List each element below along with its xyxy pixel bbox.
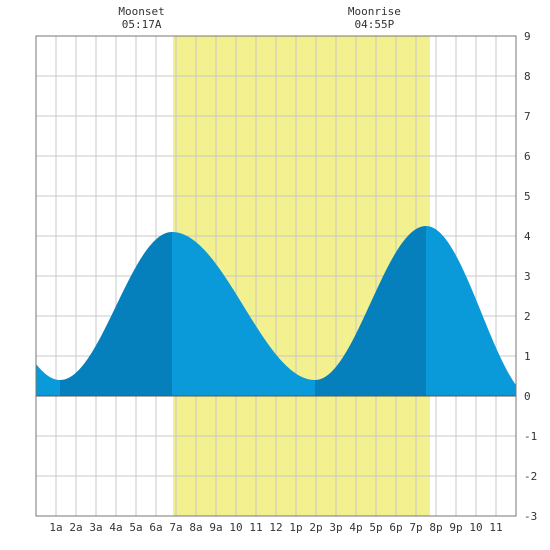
y-tick-label: 1 bbox=[524, 350, 531, 363]
y-tick-label: 6 bbox=[524, 150, 531, 163]
x-tick-label: 8p bbox=[429, 521, 442, 534]
y-tick-label: 5 bbox=[524, 190, 531, 203]
x-tick-label: 9p bbox=[449, 521, 462, 534]
y-tick-label: 2 bbox=[524, 310, 531, 323]
x-tick-label: 12 bbox=[269, 521, 282, 534]
tide-area-falling bbox=[36, 363, 60, 396]
moon-event-time: 04:55P bbox=[355, 18, 395, 31]
y-tick-label: 3 bbox=[524, 270, 531, 283]
x-tick-label: 3a bbox=[89, 521, 102, 534]
tide-area-falling bbox=[426, 226, 516, 396]
x-tick-label: 1a bbox=[49, 521, 62, 534]
x-tick-label: 6p bbox=[389, 521, 402, 534]
frame-layer bbox=[35, 35, 517, 517]
y-tick-label: 0 bbox=[524, 390, 531, 403]
y-tick-label: 8 bbox=[524, 70, 531, 83]
x-tick-label: 4a bbox=[109, 521, 122, 534]
x-tick-label: 2a bbox=[69, 521, 82, 534]
x-tick-label: 2p bbox=[309, 521, 322, 534]
moon-event-name: Moonset bbox=[118, 5, 164, 18]
y-tick-label: 4 bbox=[524, 230, 531, 243]
plot-frame bbox=[35, 35, 517, 517]
y-tick-label: -1 bbox=[524, 430, 537, 443]
x-tick-label: 4p bbox=[349, 521, 362, 534]
x-tick-label: 1p bbox=[289, 521, 302, 534]
x-tick-label: 3p bbox=[329, 521, 342, 534]
x-tick-label: 5p bbox=[369, 521, 382, 534]
moon-event-time: 05:17A bbox=[122, 18, 162, 31]
x-tick-label: 6a bbox=[149, 521, 162, 534]
y-tick-label: 9 bbox=[524, 30, 531, 43]
x-tick-label: 7p bbox=[409, 521, 422, 534]
tide-area-layer bbox=[36, 226, 516, 396]
x-tick-label: 9a bbox=[209, 521, 222, 534]
y-tick-label: -2 bbox=[524, 470, 537, 483]
y-tick-label: 7 bbox=[524, 110, 531, 123]
x-tick-label: 11 bbox=[489, 521, 502, 534]
x-tick-label: 11 bbox=[249, 521, 262, 534]
moon-event-name: Moonrise bbox=[348, 5, 401, 18]
x-tick-label: 5a bbox=[129, 521, 142, 534]
y-tick-label: -3 bbox=[524, 510, 537, 523]
x-tick-label: 7a bbox=[169, 521, 182, 534]
x-tick-label: 8a bbox=[189, 521, 202, 534]
tide-area-rising bbox=[60, 232, 172, 396]
x-tick-label: 10 bbox=[229, 521, 242, 534]
tide-area-falling bbox=[172, 232, 315, 396]
tide-area-rising bbox=[315, 226, 426, 396]
x-tick-labels: 1a 2a 3a 4a 5a 6a 7a 8a 9a 10 11 12 1p 2p 3p 4p 5p 6p 7p 8p… bbox=[49, 521, 502, 534]
y-tick-labels: -3 -2 -1 0 1 2 3 4 5 6 7 8 9 bbox=[524, 30, 537, 523]
x-tick-label: 10 bbox=[469, 521, 482, 534]
